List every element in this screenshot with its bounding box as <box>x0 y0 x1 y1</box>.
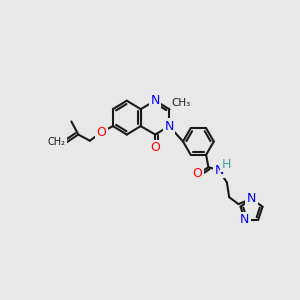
Text: N: N <box>164 120 174 133</box>
Text: N: N <box>151 94 160 107</box>
Text: N: N <box>240 213 249 226</box>
Text: O: O <box>97 126 106 139</box>
Text: O: O <box>193 167 202 180</box>
Text: N: N <box>214 164 224 177</box>
Text: O: O <box>150 141 160 154</box>
Text: CH₃: CH₃ <box>171 98 190 108</box>
Text: H: H <box>221 158 231 171</box>
Text: CH₂: CH₂ <box>47 137 65 147</box>
Text: N: N <box>247 192 256 205</box>
